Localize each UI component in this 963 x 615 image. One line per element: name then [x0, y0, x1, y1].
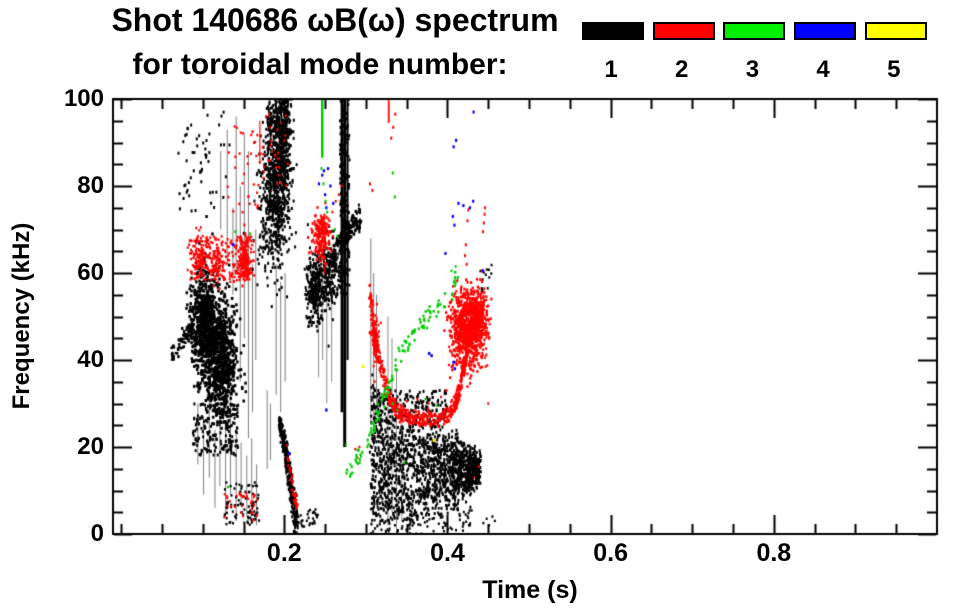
chart-title: Shot 140686 ωB(ω) spectrum	[111, 2, 559, 38]
y-tick-label-0: 0	[90, 520, 104, 547]
y-axis-label: Frequency (kHz)	[8, 222, 35, 410]
legend-label-mode-3: 3	[745, 56, 760, 83]
chart-subtitle: for toroidal mode number:	[132, 48, 508, 81]
x-tick-label-0.4: 0.4	[430, 539, 465, 567]
legend-label-mode-5: 5	[887, 56, 901, 83]
legend-label-mode-4: 4	[816, 56, 830, 83]
x-tick-label-0.8: 0.8	[756, 539, 792, 567]
x-tick-label-0.6: 0.6	[593, 539, 629, 567]
y-tick-label-20: 20	[77, 433, 104, 460]
x-axis-label: Time (s)	[482, 576, 578, 604]
y-tick-label-40: 40	[77, 346, 104, 373]
legend-swatch-mode-3	[723, 22, 786, 40]
y-tick-label-60: 60	[77, 259, 104, 286]
legend-swatch-mode-2	[652, 22, 715, 40]
legend-swatch-mode-1	[582, 22, 644, 40]
legend-swatch-mode-4	[794, 22, 857, 40]
x-tick-label-0.2: 0.2	[266, 539, 302, 567]
legend-label-mode-2: 2	[675, 56, 689, 83]
y-tick-label-80: 80	[77, 172, 104, 199]
y-tick-label-100: 100	[63, 85, 104, 112]
legend-swatch-mode-5	[864, 22, 927, 40]
legend-label-mode-1: 1	[604, 56, 618, 83]
